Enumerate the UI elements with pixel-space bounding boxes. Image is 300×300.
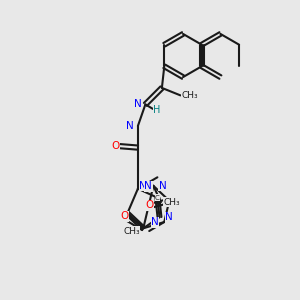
- Text: N: N: [166, 212, 173, 222]
- Text: N: N: [134, 99, 142, 110]
- Text: CH₃: CH₃: [182, 91, 198, 100]
- Text: H: H: [153, 105, 160, 115]
- Text: CH₃: CH₃: [163, 198, 180, 207]
- Text: N: N: [126, 121, 134, 131]
- Text: N: N: [140, 181, 147, 191]
- Text: O: O: [121, 211, 129, 221]
- Text: N: N: [151, 217, 159, 227]
- Text: O: O: [145, 200, 153, 210]
- Text: C: C: [155, 195, 160, 201]
- Text: O: O: [112, 141, 120, 151]
- Text: CH₃: CH₃: [123, 226, 140, 236]
- Text: N: N: [145, 181, 152, 191]
- Text: N: N: [159, 181, 167, 191]
